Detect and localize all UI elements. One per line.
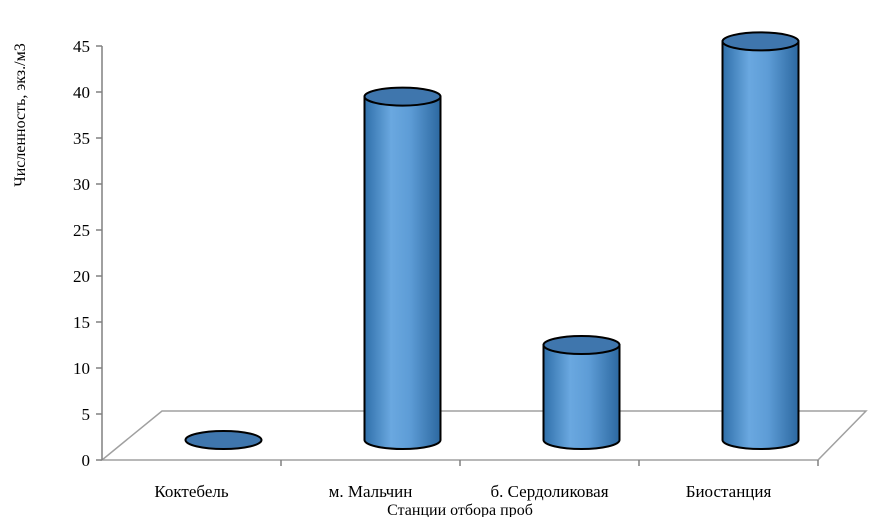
y-tick-label: 25 bbox=[73, 221, 90, 240]
x-tick-label: б. Сердоликовая bbox=[490, 482, 608, 501]
x-tick-label: м. Мальчин bbox=[329, 482, 413, 501]
bars bbox=[184, 31, 800, 450]
bar-body bbox=[542, 344, 621, 450]
x-ticks bbox=[280, 460, 819, 466]
y-tick-label: 40 bbox=[73, 83, 90, 102]
x-labels: Коктебель м. Мальчин б. Сердоликовая Биоста… bbox=[154, 482, 771, 501]
chart-floor bbox=[99, 410, 868, 461]
x-tick-label: Биостанция bbox=[686, 482, 772, 501]
x-tick-label: Коктебель bbox=[154, 482, 228, 501]
bar-1 bbox=[184, 430, 263, 450]
bar-top bbox=[363, 86, 442, 107]
y-tick-label: 0 bbox=[82, 451, 91, 470]
bar-top bbox=[721, 31, 800, 52]
bar-body bbox=[363, 95, 442, 450]
y-tick-label: 5 bbox=[82, 405, 91, 424]
y-tick-label: 15 bbox=[73, 313, 90, 332]
y-tick-label: 45 bbox=[73, 37, 90, 56]
bar-3 bbox=[542, 335, 621, 450]
y-tick-label: 30 bbox=[73, 175, 90, 194]
y-tick-label: 10 bbox=[73, 359, 90, 378]
y-ticks: 0 5 10 15 20 25 30 35 40 45 bbox=[73, 37, 102, 470]
y-tick-label: 20 bbox=[73, 267, 90, 286]
bar-body bbox=[721, 40, 800, 450]
x-axis-title: Станции отбора проб bbox=[387, 502, 533, 517]
y-axis-title: Численность, экз./м3 bbox=[12, 43, 29, 186]
bar-top bbox=[184, 430, 263, 450]
y-tick-label: 35 bbox=[73, 129, 90, 148]
bar-4 bbox=[721, 31, 800, 450]
bar-2 bbox=[363, 86, 442, 450]
bar-top bbox=[542, 335, 621, 355]
